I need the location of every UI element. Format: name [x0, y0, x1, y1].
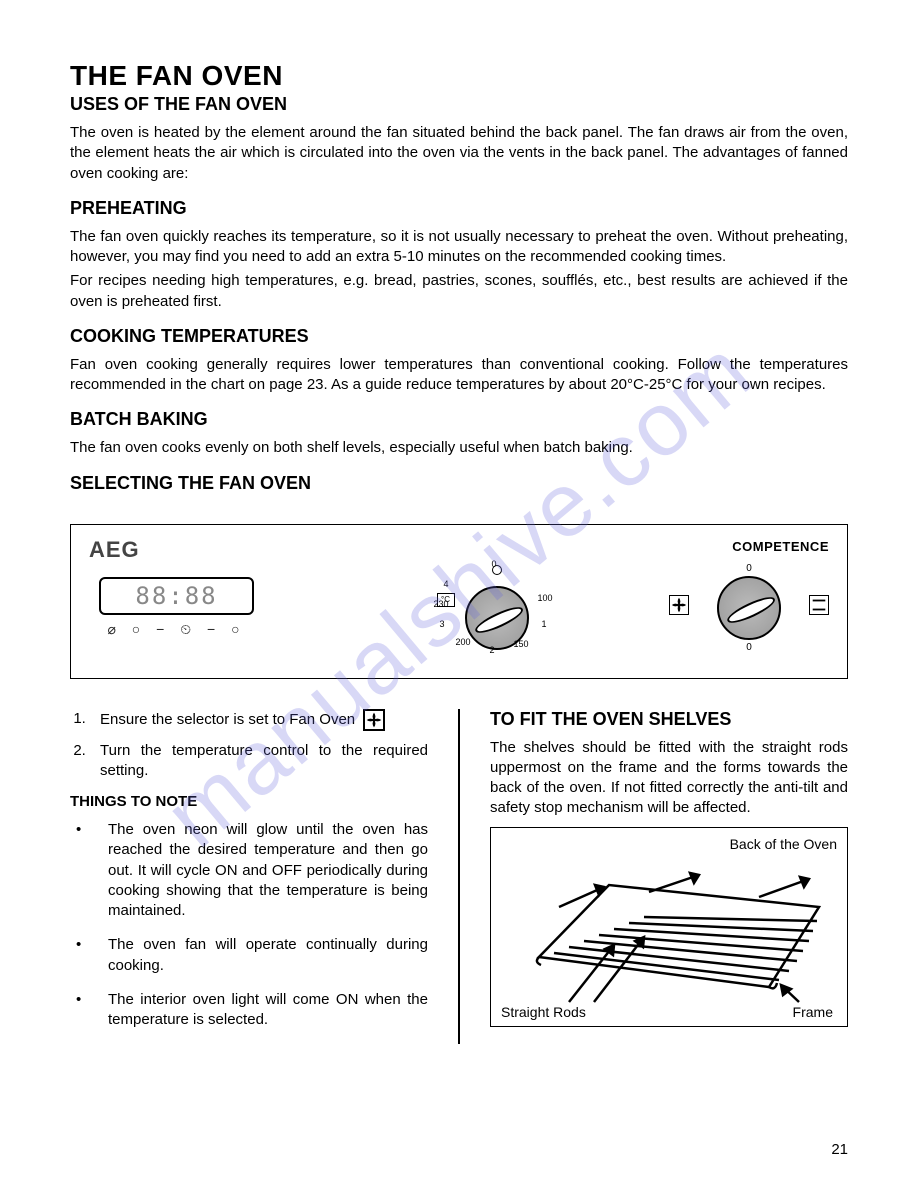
timer-buttons-icon: ⌀ ○ − ⏲ − ○: [99, 621, 254, 638]
fan-mode-icon: [669, 595, 689, 615]
step-1-text: Ensure the selector is set to Fan Oven: [100, 710, 355, 727]
mode-mark: 0: [679, 642, 819, 653]
step-2: Turn the temperature control to the requ…: [90, 741, 428, 782]
back-of-oven-label: Back of the Oven: [730, 836, 837, 852]
cooking-temps-heading: COOKING TEMPERATURES: [70, 326, 848, 347]
oven-shelf-diagram: Back of the Oven Straight Rods Frame: [490, 827, 848, 1027]
uses-heading: USES OF THE FAN OVEN: [70, 94, 848, 115]
temp-mark: 1: [542, 619, 547, 629]
uses-body: The oven is heated by the element around…: [70, 123, 848, 184]
left-column: Ensure the selector is set to Fan Oven T…: [70, 709, 428, 1045]
mode-selector-dial: 0 0: [679, 563, 819, 653]
things-to-note-heading: THINGS TO NOTE: [70, 793, 428, 810]
mode-mark: 0: [679, 563, 819, 574]
page-number: 21: [831, 1141, 848, 1158]
temperature-dial: °C 0 4 230 3 200 2 150 1 100: [465, 565, 529, 650]
temp-mark: 100: [538, 593, 553, 603]
selecting-heading: SELECTING THE FAN OVEN: [70, 473, 848, 494]
control-panel-diagram: AEG COMPETENCE 88:88 ⌀ ○ − ⏲ − ○ °C 0 4 …: [70, 524, 848, 679]
straight-rods-label: Straight Rods: [501, 1004, 586, 1020]
temp-mark: 4: [444, 579, 449, 589]
preheating-heading: PREHEATING: [70, 198, 848, 219]
batch-heading: BATCH BAKING: [70, 409, 848, 430]
preheating-p1: The fan oven quickly reaches its tempera…: [70, 227, 848, 268]
conventional-mode-icon: [809, 595, 829, 615]
fan-oven-icon: [363, 709, 385, 731]
brand-label: AEG: [89, 537, 140, 562]
frame-label: Frame: [793, 1004, 833, 1020]
indicator-light-icon: [492, 565, 502, 575]
step-1: Ensure the selector is set to Fan Oven: [90, 709, 428, 731]
celsius-label: °C: [437, 593, 455, 607]
timer-display-unit: 88:88 ⌀ ○ − ⏲ − ○: [99, 577, 254, 638]
batch-body: The fan oven cooks evenly on both shelf …: [70, 438, 848, 458]
cooking-temps-body: Fan oven cooking generally requires lowe…: [70, 355, 848, 396]
right-column: TO FIT THE OVEN SHELVES The shelves shou…: [490, 709, 848, 1045]
page-title: THE FAN OVEN: [70, 60, 848, 92]
column-divider: [458, 709, 460, 1045]
note-1: The oven neon will glow until the oven h…: [70, 820, 428, 921]
temp-mark: 3: [440, 619, 445, 629]
note-2: The oven fan will operate continually du…: [70, 935, 428, 976]
shelves-heading: TO FIT THE OVEN SHELVES: [490, 709, 848, 730]
model-label: COMPETENCE: [732, 539, 829, 554]
temp-mark: 200: [456, 637, 471, 647]
preheating-p2: For recipes needing high temperatures, e…: [70, 271, 848, 312]
digital-display: 88:88: [99, 577, 254, 615]
note-3: The interior oven light will come ON whe…: [70, 990, 428, 1031]
shelves-body: The shelves should be fitted with the st…: [490, 738, 848, 819]
